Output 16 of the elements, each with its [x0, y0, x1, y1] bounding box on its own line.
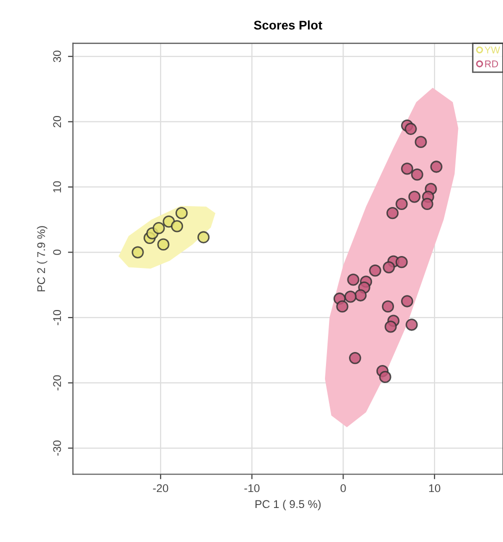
chart-title: Scores Plot	[254, 20, 322, 30]
x-tick-label: 0	[340, 484, 346, 492]
y-tick-label: -30	[53, 440, 62, 456]
x-tick-label: -20	[153, 484, 168, 492]
y-axis-title: PC 2 ( 7.9 %)	[36, 226, 48, 292]
y-tick-label: -10	[53, 310, 62, 326]
legend-label: RD	[485, 60, 498, 68]
x-tick-label: -10	[244, 484, 260, 492]
x-tick-label: 10	[429, 484, 440, 492]
x-axis-title: PC 1 ( 9.5 %)	[256, 500, 321, 510]
y-tick-label: -20	[53, 375, 62, 390]
legend-label: YW	[484, 46, 500, 54]
y-tick-label: 10	[53, 181, 62, 192]
y-tick-label: 30	[53, 50, 62, 62]
y-tick-label: 0	[53, 250, 62, 255]
y-tick-label: 20	[53, 116, 62, 128]
